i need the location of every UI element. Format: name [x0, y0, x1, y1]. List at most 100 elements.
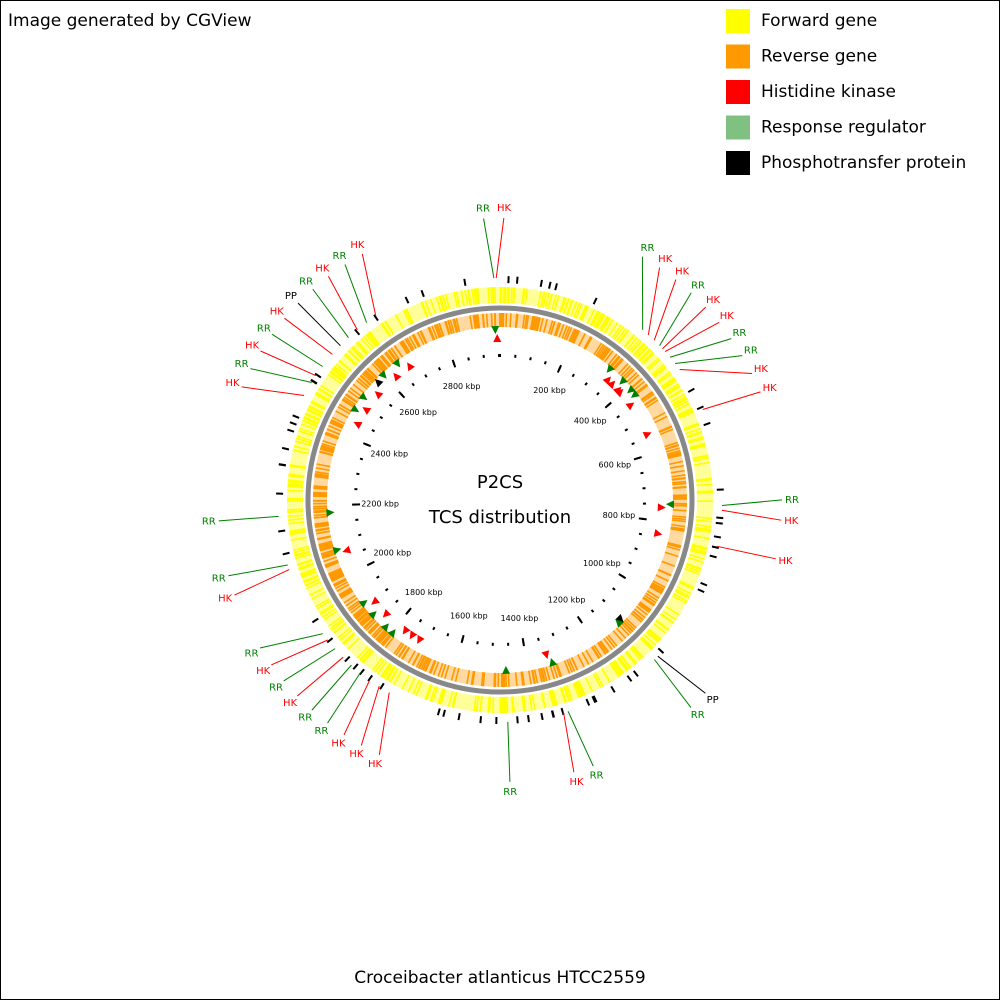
reverse-gene	[313, 515, 328, 519]
forward-gene	[424, 684, 432, 700]
reverse-gene	[434, 324, 441, 339]
forward-gene	[452, 691, 458, 708]
feature-leader	[297, 302, 341, 347]
feature-marker	[493, 334, 502, 343]
outer-tick	[292, 414, 300, 419]
reverse-gene	[476, 314, 480, 329]
outer-tick	[592, 297, 598, 305]
legend-label: Reverse gene	[761, 47, 877, 67]
feature-label: RR	[299, 277, 313, 288]
reverse-gene	[558, 323, 565, 338]
reverse-gene	[328, 569, 343, 577]
forward-gene	[303, 416, 319, 424]
reverse-gene	[672, 486, 687, 489]
forward-gene	[464, 289, 469, 306]
reverse-gene	[338, 587, 352, 596]
feature-leader	[717, 545, 776, 560]
reverse-gene	[422, 657, 430, 671]
forward-gene	[309, 587, 325, 596]
forward-gene	[522, 695, 527, 712]
forward-gene	[690, 547, 707, 553]
reverse-gene	[335, 410, 349, 419]
forward-gene	[512, 696, 515, 713]
reverse-gene	[342, 398, 356, 407]
reverse-gene	[651, 581, 665, 591]
reverse-gene	[318, 542, 333, 548]
forward-gene	[331, 368, 346, 380]
minor-tick	[384, 587, 389, 592]
reverse-gene	[428, 659, 436, 674]
major-tick	[460, 634, 465, 644]
reverse-gene	[314, 475, 329, 479]
reverse-gene	[612, 358, 624, 370]
forward-gene	[678, 410, 695, 420]
minor-tick	[362, 548, 367, 552]
reverse-gene	[454, 667, 460, 682]
forward-gene	[563, 686, 571, 702]
reverse-gene	[407, 650, 416, 664]
forward-gene	[374, 658, 385, 673]
reverse-gene	[316, 535, 331, 540]
feature-leader	[271, 639, 328, 666]
forward-gene	[674, 590, 690, 599]
feature-label: HK	[315, 263, 330, 274]
legend-label: Histidine kinase	[761, 82, 896, 102]
feature-label: RR	[744, 346, 758, 357]
feature-marker	[615, 619, 624, 628]
reverse-gene	[635, 383, 648, 394]
reverse-gene	[620, 622, 632, 634]
feature-leader	[327, 275, 358, 331]
reverse-gene	[607, 353, 618, 366]
forward-gene	[686, 430, 702, 438]
feature-label: HK	[349, 749, 364, 760]
forward-gene	[600, 316, 611, 332]
reverse-gene	[357, 377, 370, 388]
reverse-gene	[333, 579, 347, 587]
feature-label: HK	[368, 759, 383, 770]
reverse-gene	[534, 316, 539, 331]
forward-gene	[352, 345, 365, 359]
forward-gene	[407, 677, 416, 693]
forward-gene	[624, 651, 637, 665]
forward-gene	[562, 298, 570, 314]
reverse-gene	[581, 651, 590, 665]
reverse-gene	[400, 340, 410, 354]
forward-gene	[342, 632, 355, 645]
forward-gene	[685, 427, 701, 435]
feature-marker	[353, 421, 363, 430]
reverse-gene	[636, 384, 649, 395]
reverse-gene	[550, 321, 556, 335]
forward-gene	[560, 297, 567, 313]
minor-tick	[551, 632, 555, 637]
reverse-gene	[321, 551, 336, 558]
reverse-gene	[345, 597, 358, 607]
reverse-gene	[633, 380, 646, 391]
reverse-gene	[651, 582, 665, 591]
reverse-gene	[355, 609, 368, 620]
feature-label: HK	[245, 341, 260, 352]
reverse-gene	[319, 543, 334, 550]
reverse-gene	[331, 416, 346, 425]
forward-gene	[696, 491, 713, 494]
reverse-gene	[617, 363, 629, 375]
forward-gene	[660, 376, 675, 388]
forward-gene	[658, 372, 672, 384]
forward-gene	[542, 291, 548, 308]
reverse-gene	[325, 561, 339, 569]
reverse-gene	[633, 608, 646, 619]
forward-gene	[476, 288, 481, 305]
feature-label: RR	[691, 710, 705, 721]
forward-gene	[646, 357, 660, 370]
reverse-gene	[470, 670, 475, 685]
forward-gene	[570, 300, 578, 317]
forward-gene	[580, 305, 590, 322]
forward-gene	[611, 661, 622, 676]
feature-label: PP	[707, 695, 719, 706]
forward-gene	[672, 398, 688, 408]
forward-gene	[687, 435, 704, 443]
feature-marker	[362, 407, 372, 415]
forward-gene	[431, 686, 439, 703]
reverse-gene	[334, 581, 349, 590]
reverse-gene	[340, 589, 354, 599]
forward-gene	[384, 320, 395, 335]
